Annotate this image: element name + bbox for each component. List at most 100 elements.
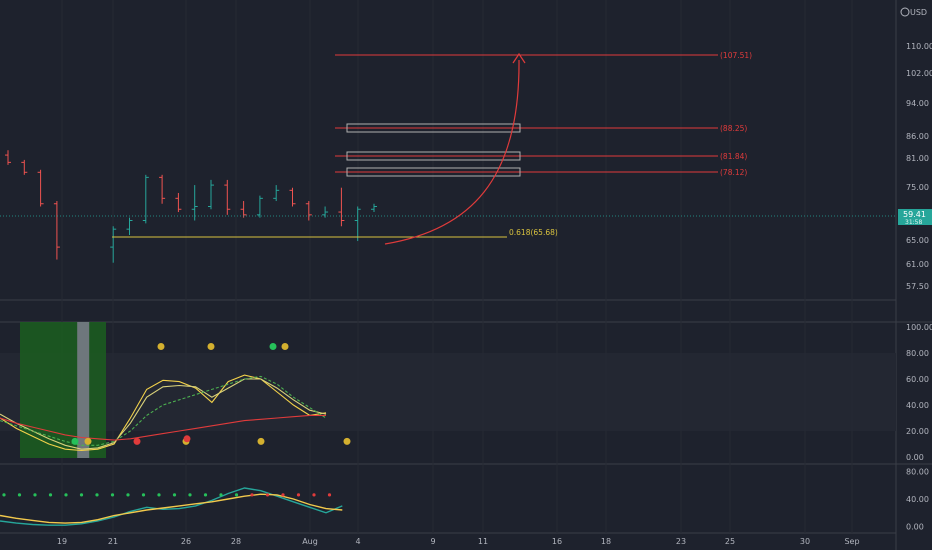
oscillator-2-dot	[250, 493, 254, 497]
time-axis-tick: 28	[231, 537, 241, 546]
last-price-value: 59.41	[903, 210, 926, 219]
oscillator-1-axis-tick: 60.00	[906, 375, 929, 384]
last-price-countdown: 31:58	[905, 219, 922, 226]
target-zone-box	[346, 151, 521, 161]
oscillator-2-line	[0, 493, 343, 524]
oscillator-2-dot	[141, 493, 146, 497]
time-axis-tick: 25	[725, 537, 735, 546]
price-axis-tick: 81.00	[906, 154, 929, 163]
oscillator-1-axis-tick: 100.00	[906, 323, 932, 332]
oscillator-1-marker-bottom	[84, 437, 92, 445]
oscillator-2-dot	[2, 493, 6, 497]
price-axis-tick: 65.00	[906, 236, 929, 245]
oscillator-2-axis-tick: 0.00	[906, 523, 924, 532]
oscillator-2-dot	[79, 493, 84, 497]
oscillator-2-dot	[95, 493, 99, 497]
price-axis-tick: 110.00	[906, 42, 932, 51]
oscillator-2-dot	[33, 493, 37, 497]
oscillator-2-dots	[2, 493, 332, 497]
grid	[61, 0, 853, 533]
oscillator-2-dot	[17, 493, 22, 497]
price-bars	[5, 150, 377, 263]
price-panel[interactable]	[0, 0, 896, 300]
oscillator-2-dot	[312, 493, 316, 497]
oscillator-1-marker-bottom	[343, 437, 351, 445]
time-axis-tick: 11	[478, 537, 488, 546]
oscillator-2-dot	[172, 493, 177, 497]
oscillator-1-axis-tick: 40.00	[906, 401, 929, 410]
target-level-label: (81.84)	[720, 152, 747, 161]
last-price-badge	[898, 209, 932, 225]
price-axis-tick: 94.00	[906, 99, 929, 108]
time-axis-tick: 19	[57, 537, 67, 546]
oscillator-1-lines	[0, 374, 327, 452]
oscillator-2-line	[0, 487, 343, 526]
oscillator-1-marker-bottom	[133, 437, 141, 445]
time-axis-tick: Aug	[302, 537, 318, 546]
time-axis-tick: 9	[430, 537, 435, 546]
dollar-coin-icon	[900, 7, 910, 17]
oscillator-1-marker-bottom	[183, 435, 191, 443]
target-zone-box	[346, 167, 521, 177]
oscillator-2-dot	[327, 493, 332, 497]
oscillator-1-marker-top	[207, 343, 215, 350]
target-level-label: (88.25)	[720, 124, 747, 133]
target-level-label: (107.51)	[720, 51, 752, 60]
oscillator-1-marker-top	[269, 343, 277, 350]
oscillator-1-marker-bottom	[71, 437, 79, 445]
target-level-label: (78.12)	[720, 168, 747, 177]
oscillator-1-line	[0, 378, 327, 450]
time-axis-tick: 23	[676, 537, 686, 546]
price-axis-tick: 61.00	[906, 260, 929, 269]
oscillator-2-dot	[281, 493, 285, 497]
oscillator-1-axis-tick: 0.00	[906, 453, 924, 462]
oscillator-2-dot	[48, 493, 53, 497]
oscillator-zone-green	[20, 322, 106, 458]
oscillator-2-dot	[110, 493, 115, 497]
axes: 110.00102.0094.0086.0081.0075.0065.0061.…	[57, 42, 932, 546]
oscillator-1-line	[0, 374, 327, 452]
time-axis-tick: Sep	[844, 537, 859, 546]
oscillator-1-markers	[71, 343, 351, 445]
oscillator-2-axis-tick: 40.00	[906, 495, 929, 504]
oscillator-2-dot	[64, 493, 68, 497]
time-axis-tick: 30	[800, 537, 810, 546]
target-levels: (107.51) (88.25) (81.84) (78.12) 0.618(65.68…	[0, 51, 896, 245]
oscillator-2-dot	[126, 493, 130, 497]
oscillator-2-dot	[219, 493, 223, 497]
oscillator-zone-gray	[77, 322, 90, 458]
oscillator-1-marker-top	[281, 343, 289, 350]
oscillator-1-axis-tick: 20.00	[906, 427, 929, 436]
price-axis-tick: 86.00	[906, 132, 929, 141]
oscillator-2-lines	[0, 487, 343, 526]
time-axis-tick: 4	[355, 537, 360, 546]
oscillator-1-marker-bottom	[257, 437, 265, 445]
oscillator-2-dot	[296, 493, 301, 497]
price-axis-tick: 57.50	[906, 282, 929, 291]
oscillator-1-line	[0, 375, 327, 446]
oscillator-2-dot	[265, 493, 270, 497]
oscillator-1-axis-tick: 80.00	[906, 349, 929, 358]
time-axis-tick: 18	[601, 537, 611, 546]
currency-label: USD	[910, 8, 927, 17]
oscillator-1-line	[0, 414, 326, 441]
oscillator-zones	[20, 322, 106, 458]
projection-arrow	[384, 59, 520, 245]
time-axis-tick: 16	[552, 537, 562, 546]
time-axis-tick: 21	[108, 537, 118, 546]
fib-level-label: 0.618(65.68)	[509, 228, 558, 237]
oscillator-2-dot	[234, 493, 239, 497]
price-axis-tick: 102.00	[906, 69, 932, 78]
oscillator-1-marker-top	[157, 343, 165, 350]
oscillator-1-background	[0, 353, 896, 431]
oscillator-2-dot	[157, 493, 161, 497]
oscillator-2-dot	[188, 493, 192, 497]
oscillator-2-axis-tick: 80.00	[906, 467, 929, 476]
oscillator-2-panel[interactable]	[0, 465, 896, 533]
target-zone-box	[346, 123, 521, 133]
time-axis-tick: 26	[181, 537, 191, 546]
price-axis-tick: 75.00	[906, 183, 929, 192]
currency-badge[interactable]: USD	[900, 7, 927, 17]
oscillator-1-band	[0, 353, 896, 431]
